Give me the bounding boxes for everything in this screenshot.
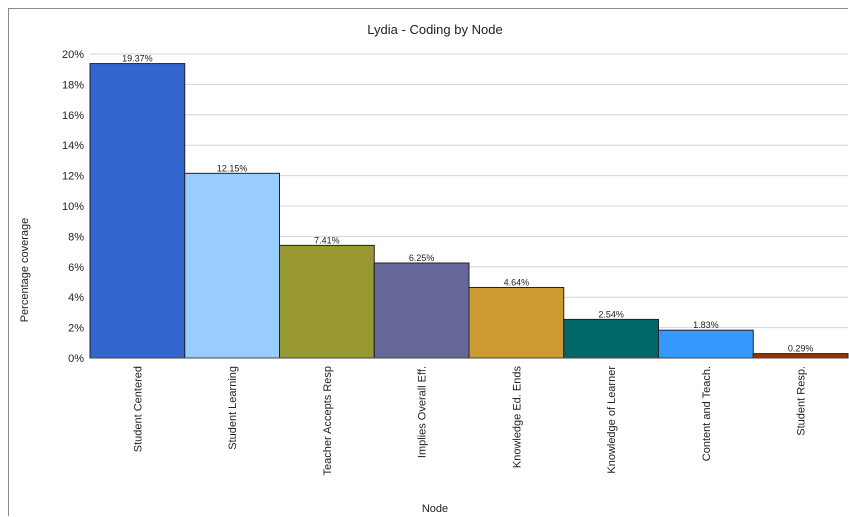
bar [658,329,754,359]
x-tick-label: Student Learning [227,366,239,450]
chart-title: Lydia - Coding by Node [367,22,502,37]
bars [89,63,849,359]
y-tick-label: 20% [62,49,84,61]
y-tick-label: 10% [62,201,84,213]
y-axis-ticks: 0% 2% 4% 6% 8% 10% 12% 14% 16% 18% 20% [62,49,84,365]
bar [752,353,849,359]
bar [563,318,659,359]
bar [89,63,186,359]
x-tick-label: Knowledge of Learner [606,366,618,474]
x-tick-label: Knowledge Ed. Ends [511,366,523,469]
value-label: 6.25% [409,253,435,263]
y-tick-label: 8% [68,231,84,243]
bar [184,172,280,359]
y-axis-label: Percentage coverage [19,218,31,323]
x-axis-label: Node [422,503,448,515]
bar [279,244,375,359]
y-tick-label: 6% [68,262,84,274]
x-tick-label: Teacher Accepts Resp [322,366,334,475]
y-tick-label: 0% [68,353,84,365]
value-label: 2.54% [598,309,624,319]
value-label: 12.15% [217,163,248,173]
x-tick-label: Student Resp. [796,366,808,436]
y-tick-label: 12% [62,171,84,183]
value-label: 4.64% [504,277,530,287]
bar [373,262,470,359]
bar [468,286,565,359]
x-tick-label: Implies Overall Eff. [417,366,429,458]
value-label: 7.41% [314,235,340,245]
y-tick-label: 4% [68,292,84,304]
y-tick-label: 2% [68,323,84,335]
y-tick-label: 18% [62,79,84,91]
x-tick-label: Student Centered [132,366,144,452]
value-label: 19.37% [122,54,153,64]
value-labels: 19.37% 12.15% 7.41% 6.25% 4.64% 2.54% 1.83% 0.2… [122,54,813,354]
x-tick-label: Content and Teach. [701,366,713,461]
value-label: 1.83% [693,320,719,330]
chart-frame [8,8,848,516]
y-tick-label: 16% [62,110,84,122]
x-axis-categories: Student Centered Student Learning Teacher … [132,366,807,476]
value-label: 0.29% [788,344,814,354]
y-tick-label: 14% [62,140,84,152]
